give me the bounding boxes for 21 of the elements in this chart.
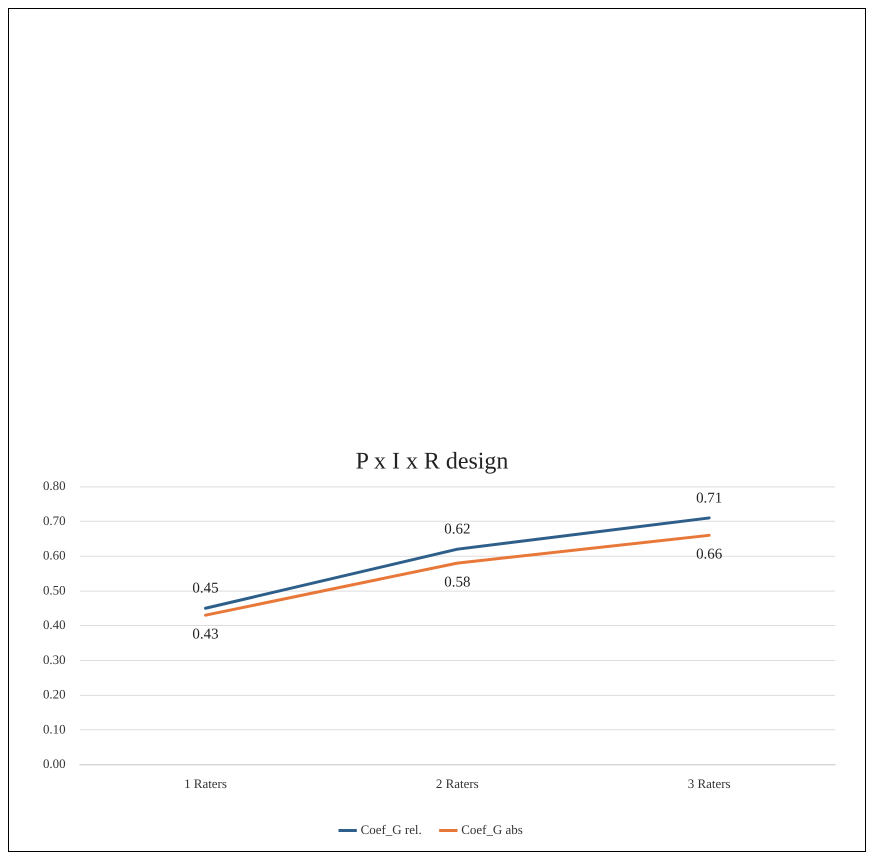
data-label: 0.58 (444, 574, 470, 590)
data-label: 0.45 (192, 580, 219, 597)
legend-label: Coef_G abs (461, 822, 523, 837)
chart-title: P x I x R design (356, 448, 508, 475)
y-tick-label: 0.20 (42, 686, 66, 702)
y-tick-label: 0.40 (42, 617, 66, 632)
data-label: 0.66 (696, 546, 723, 563)
y-tick-label: 0.10 (42, 721, 66, 736)
x-tick-label: 3 Raters (688, 776, 731, 791)
x-tick-label: 2 Raters (436, 776, 479, 791)
data-label: 0.71 (696, 490, 722, 506)
data-label: 0.43 (192, 626, 219, 643)
legend-label: Coef_G rel. (360, 822, 422, 837)
y-tick-label: 0.00 (42, 756, 66, 772)
y-tick-label: 0.30 (42, 652, 66, 667)
y-tick-label: 0.60 (42, 548, 66, 563)
y-tick-label: 0.50 (42, 582, 66, 598)
y-tick-label: 0.80 (42, 478, 66, 494)
data-label: 0.62 (444, 522, 470, 538)
y-tick-label: 0.70 (42, 512, 66, 528)
x-tick-label: 1 Raters (184, 776, 227, 791)
